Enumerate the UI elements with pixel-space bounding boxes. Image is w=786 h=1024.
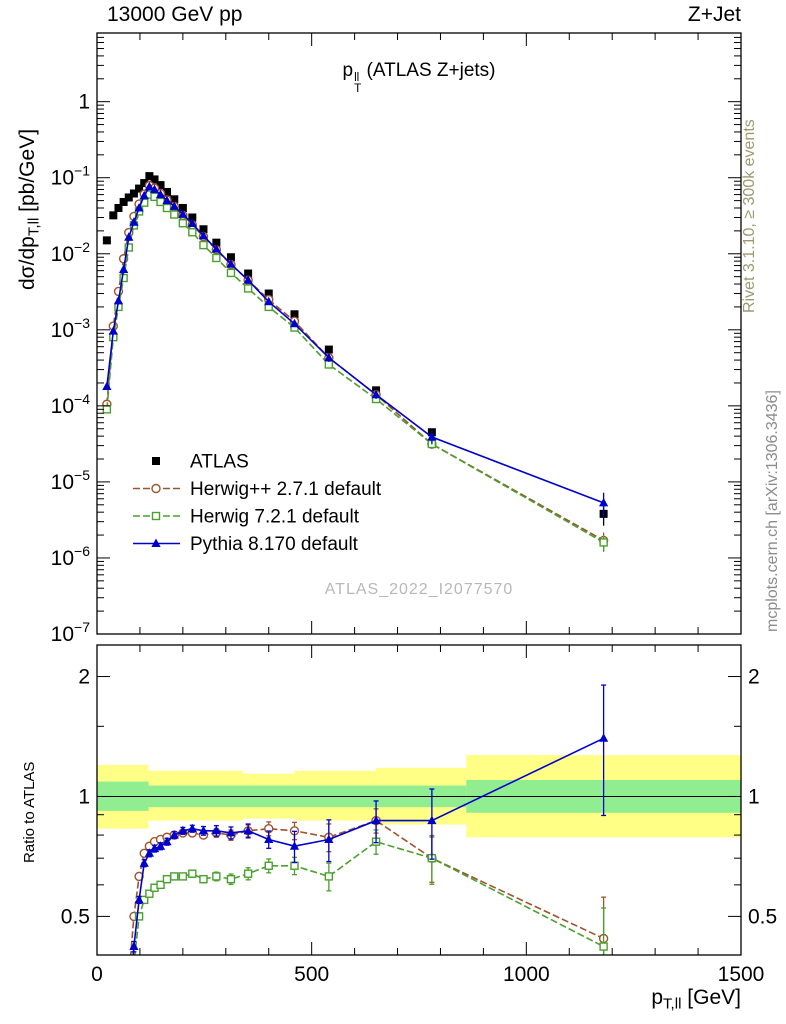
- y-tick-label-main: 10−5: [51, 467, 91, 494]
- mcplots-citation-note: mcplots.cern.ch [arXiv:1306.3436]: [764, 390, 781, 632]
- legend-label: Herwig++ 2.7.1 default: [190, 479, 382, 500]
- series-atlas: [102, 172, 608, 526]
- legend-item-pythia-8-170-default: Pythia 8.170 default: [133, 534, 359, 555]
- xlabel-pre: p: [651, 986, 663, 1009]
- x-axis-label: pT,ll [GeV]: [651, 986, 741, 1013]
- ratio-tick-label-left: 0.5: [61, 905, 90, 928]
- ratio-tick-label-left: 1: [78, 785, 90, 808]
- ratio-panel-frame: [96, 644, 742, 956]
- title-sup: ll: [354, 70, 360, 84]
- ylabel-main-pre: dσ/dp: [16, 236, 39, 290]
- ratio-tick-label-left: 2: [78, 666, 90, 689]
- x-tick-label: 0: [91, 963, 103, 986]
- ratio-tick-label-right: 0.5: [748, 905, 777, 928]
- rivet-version-note: Rivet 3.1.10, ≥ 300k events: [741, 119, 758, 313]
- title-base: p: [342, 60, 354, 81]
- plot-title: p ll T (ATLAS Z+jets): [97, 60, 741, 94]
- series-pythia-8-170-default: [102, 181, 609, 518]
- y-tick-label-main: 1: [78, 91, 90, 114]
- x-tick-label: 1500: [718, 963, 765, 986]
- legend-label: Herwig 7.2.1 default: [190, 507, 360, 528]
- y-tick-label-main: 10−6: [51, 543, 91, 570]
- ratio-series-herwig-7-2-1-default: [134, 829, 608, 955]
- ratio-tick-label-right: 2: [748, 666, 760, 689]
- legend-label: ATLAS: [190, 452, 249, 473]
- y-tick-label-main: 10−7: [51, 619, 91, 646]
- title-rest: (ATLAS Z+jets): [361, 60, 496, 81]
- legend-item-herwig-2-7-1-default: Herwig++ 2.7.1 default: [133, 479, 382, 500]
- legend-item-atlas: ATLAS: [152, 452, 249, 473]
- x-tick-label: 1000: [503, 963, 550, 986]
- title-sub: T: [354, 81, 362, 95]
- main-panel-series: [102, 172, 609, 552]
- y-axis-label-ratio: Ratio to ATLAS: [21, 761, 38, 863]
- ratio-panel-series: [129, 684, 609, 955]
- legend: ATLAS Herwig++ 2.7.1 default Herwig 7.2.1 …: [133, 452, 382, 555]
- xlabel-post: [GeV]: [681, 986, 741, 1009]
- title-subsup: ll T: [354, 70, 362, 95]
- axes: 0 500 1000 1500 10−7 10−6 10−5 10−4 10−3 10−2 10−1…: [51, 32, 777, 986]
- legend-item-herwig-7-2-1-default: Herwig 7.2.1 default: [133, 507, 360, 528]
- ratio-series-pythia-8-170-default: [129, 684, 609, 955]
- y-tick-label-main: 10−4: [51, 391, 91, 418]
- ylabel-main-post: [pb/GeV]: [16, 128, 39, 218]
- y-axis-label-main: dσ/dpT,ll [pb/GeV]: [16, 129, 43, 290]
- process-label: Z+Jet: [687, 3, 741, 26]
- ratio-tick-label-right: 1: [748, 785, 760, 808]
- xlabel-sub: T,ll: [663, 995, 682, 1013]
- ylabel-main-sub: T,ll: [25, 217, 43, 237]
- x-tick-label: 500: [294, 963, 329, 986]
- legend-label: Pythia 8.170 default: [190, 534, 359, 555]
- y-tick-label-main: 10−1: [51, 163, 91, 190]
- analysis-id-watermark: ATLAS_2022_I2077570: [324, 581, 514, 598]
- beam-energy-label: 13000 GeV pp: [107, 3, 243, 26]
- y-tick-label-main: 10−3: [51, 315, 91, 342]
- y-tick-label-main: 10−2: [51, 239, 91, 266]
